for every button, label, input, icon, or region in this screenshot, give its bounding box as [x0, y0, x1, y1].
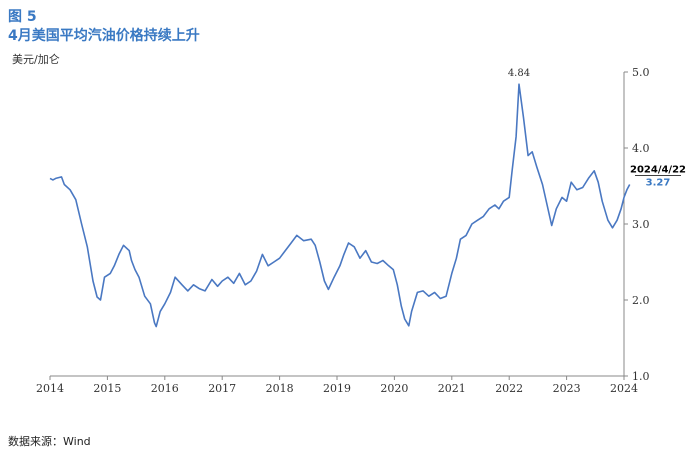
gasoline-price-line — [49, 83, 631, 328]
x-tick-label: 2022 — [495, 382, 523, 395]
figure-label: 图 5 — [8, 9, 37, 25]
peak-annotation: 4.84 — [508, 68, 530, 79]
y-tick-label: 2.0 — [632, 294, 650, 307]
x-tick-label: 2018 — [266, 382, 294, 395]
y-tick-label: 1.0 — [632, 370, 650, 383]
y-axis-unit: 美元/加仑 — [12, 53, 60, 66]
x-tick-label: 2014 — [36, 382, 64, 395]
x-tick-label: 2015 — [93, 382, 121, 395]
x-tick-label: 2017 — [208, 382, 236, 395]
y-tick-label: 3.0 — [632, 218, 650, 231]
latest-date-label: 2024/4/22 — [630, 164, 686, 175]
x-tick-label: 2021 — [438, 382, 466, 395]
y-tick-label: 5.0 — [632, 66, 650, 79]
data-source: 数据来源：Wind — [8, 435, 91, 448]
y-tick-label: 4.0 — [632, 142, 650, 155]
x-tick-label: 2019 — [323, 382, 351, 395]
x-tick-label: 2024 — [610, 382, 638, 395]
x-tick-label: 2023 — [553, 382, 581, 395]
latest-value-label: 3.27 — [646, 177, 671, 188]
x-tick-label: 2020 — [380, 382, 408, 395]
x-tick-label: 2016 — [151, 382, 179, 395]
chart-title: 4月美国平均汽油价格持续上升 — [8, 28, 200, 44]
